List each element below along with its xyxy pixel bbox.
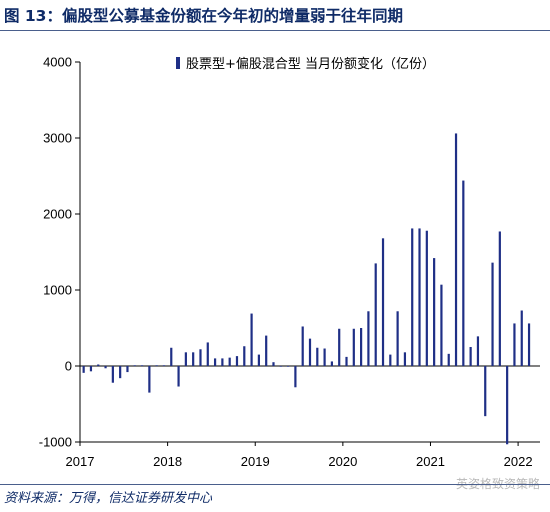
bar bbox=[389, 354, 392, 366]
x-tick-label: 2020 bbox=[328, 454, 357, 469]
bar bbox=[330, 361, 333, 366]
bar bbox=[491, 262, 494, 366]
bar bbox=[111, 366, 114, 383]
bar bbox=[447, 353, 450, 366]
bar bbox=[119, 366, 122, 379]
legend-label: 股票型+偏股混合型 当月份额变化（亿份） bbox=[186, 56, 435, 72]
y-tick-label: 0 bbox=[65, 359, 72, 374]
bar bbox=[527, 323, 531, 366]
figure-title: 图 13：偏股型公募基金份额在今年初的增量弱于往年同期 bbox=[4, 7, 403, 25]
bars-layer bbox=[82, 133, 531, 445]
bar bbox=[221, 358, 224, 366]
title-rule bbox=[0, 30, 550, 31]
bar bbox=[381, 238, 385, 366]
bar bbox=[462, 180, 465, 366]
bar bbox=[454, 133, 458, 366]
bar bbox=[155, 365, 158, 366]
bar bbox=[148, 366, 151, 393]
bar bbox=[97, 364, 100, 366]
bar bbox=[243, 346, 246, 366]
bar bbox=[192, 352, 195, 366]
bar bbox=[513, 323, 516, 366]
bar bbox=[228, 357, 231, 366]
y-tick-label: 1000 bbox=[43, 283, 72, 298]
bar bbox=[498, 231, 501, 366]
bar bbox=[433, 258, 436, 366]
bar bbox=[257, 354, 260, 366]
bar bbox=[272, 362, 275, 366]
bar bbox=[133, 365, 136, 366]
x-tick-label: 2022 bbox=[504, 454, 533, 469]
source-note: 资料来源：万得，信达证券研发中心 bbox=[4, 491, 213, 506]
bar bbox=[199, 349, 202, 366]
bar bbox=[469, 347, 472, 366]
bar bbox=[484, 366, 487, 417]
bar bbox=[520, 310, 523, 366]
bar bbox=[308, 338, 312, 366]
x-tick-label: 2021 bbox=[416, 454, 445, 469]
y-tick-label: 2000 bbox=[43, 207, 72, 222]
bar bbox=[213, 358, 217, 366]
y-tick-label: -1000 bbox=[39, 435, 72, 450]
bar bbox=[140, 365, 144, 366]
bar bbox=[89, 366, 93, 372]
bar bbox=[316, 347, 319, 366]
bar bbox=[279, 366, 282, 367]
labels-layer: -1000 0 1000 2000 3000 4000 2017 2018 2019 2020 20… bbox=[39, 55, 533, 470]
y-tick-label: 3000 bbox=[43, 131, 72, 146]
bar bbox=[287, 366, 290, 367]
bar bbox=[250, 313, 253, 366]
bar bbox=[235, 356, 239, 366]
bar bbox=[301, 326, 304, 366]
bar bbox=[265, 335, 268, 366]
x-tick-label: 2018 bbox=[153, 454, 182, 469]
bar bbox=[170, 347, 173, 366]
bottom-rule bbox=[0, 484, 550, 485]
x-tick-label: 2017 bbox=[66, 454, 95, 469]
bar bbox=[345, 356, 348, 366]
bar bbox=[374, 263, 377, 366]
bar bbox=[126, 366, 129, 373]
x-tick-label: 2019 bbox=[241, 454, 270, 469]
legend: 股票型+偏股混合型 当月份额变化（亿份） bbox=[176, 56, 435, 72]
bar bbox=[162, 365, 166, 366]
bar bbox=[418, 228, 421, 366]
bar bbox=[411, 228, 414, 366]
bar bbox=[440, 284, 443, 366]
bar bbox=[82, 366, 85, 373]
y-tick-label: 4000 bbox=[43, 55, 72, 70]
bar bbox=[403, 352, 407, 366]
bar bbox=[352, 328, 355, 366]
bar bbox=[338, 328, 341, 366]
legend-swatch bbox=[176, 57, 180, 69]
bar bbox=[184, 352, 187, 366]
bar bbox=[104, 366, 107, 369]
axes-layer bbox=[75, 61, 540, 446]
bar bbox=[177, 366, 180, 387]
bar bbox=[396, 311, 399, 366]
bar bbox=[323, 348, 326, 366]
bar bbox=[425, 230, 428, 366]
bar-chart: -1000 0 1000 2000 3000 4000 2017 2018 2019 2020 20… bbox=[39, 55, 540, 470]
bar bbox=[367, 311, 370, 366]
bar bbox=[476, 336, 480, 366]
bar bbox=[294, 366, 297, 388]
bar bbox=[506, 366, 509, 445]
bar bbox=[206, 342, 209, 366]
bar bbox=[360, 328, 363, 366]
